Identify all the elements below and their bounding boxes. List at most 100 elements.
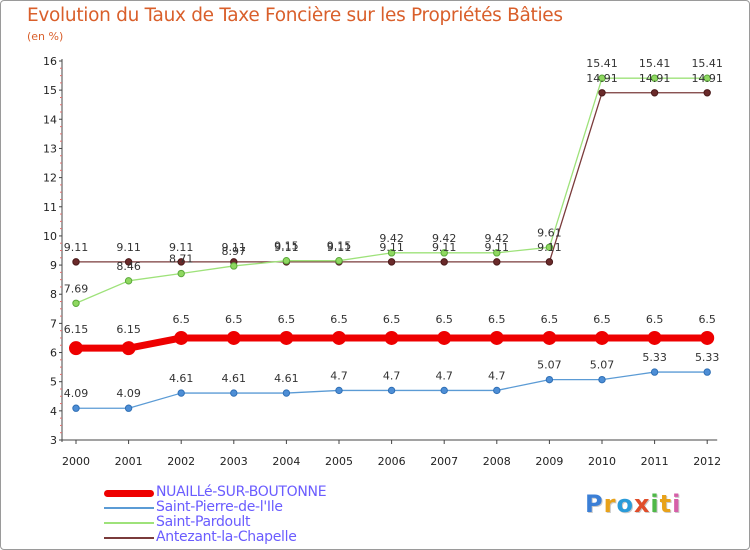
proxiti-logo: Proxiti (585, 490, 682, 518)
data-point (650, 89, 659, 97)
legend-label: Saint-Pierre-de-l'Ile (156, 499, 283, 515)
data-point (598, 375, 606, 384)
x-tick-label: 2005 (325, 455, 353, 468)
data-point (703, 74, 711, 82)
data-label: 4.61 (222, 372, 247, 385)
data-point (279, 330, 294, 345)
data-label: 6.5 (383, 313, 401, 326)
legend-swatch (104, 489, 154, 497)
data-point (124, 258, 133, 266)
data-point (177, 389, 185, 397)
data-label: 4.7 (435, 369, 453, 382)
data-point (124, 277, 133, 285)
data-label: 4.61 (169, 372, 194, 385)
data-label: 4.61 (274, 372, 299, 385)
y-tick-label: 7 (50, 317, 57, 330)
data-label: 5.33 (695, 351, 720, 364)
data-label: 6.5 (330, 313, 348, 326)
data-label: 9.11 (64, 241, 89, 254)
data-point (493, 258, 501, 266)
series-line-2 (75, 77, 708, 304)
data-label: 4.09 (64, 387, 89, 400)
x-tick-label: 2004 (272, 455, 300, 468)
data-point (703, 89, 711, 97)
data-point (177, 269, 185, 278)
data-label: 9.11 (222, 241, 247, 254)
chart-title: Evolution du Taux de Taxe Foncière sur l… (27, 5, 563, 26)
data-label: 4.7 (330, 369, 348, 382)
data-label: 9.61 (537, 226, 562, 239)
data-label: 9.11 (432, 241, 457, 254)
y-tick-label: 8 (50, 288, 57, 301)
data-label: 15.41 (639, 57, 671, 70)
data-label: 14.91 (639, 72, 671, 85)
data-label: 6.5 (172, 313, 190, 326)
chart-subtitle: (en %) (27, 30, 64, 43)
y-tick-label: 3 (50, 434, 57, 447)
data-point (69, 341, 83, 356)
x-tick-label: 2007 (430, 455, 458, 468)
x-tick-label: 2010 (588, 455, 616, 468)
y-tick-label: 9 (50, 259, 57, 272)
data-point (595, 330, 609, 345)
data-point (493, 249, 501, 257)
data-point (121, 341, 136, 356)
y-tick-label: 15 (43, 84, 57, 97)
data-point (598, 74, 606, 82)
x-tick-label: 2002 (167, 455, 195, 468)
legend-swatch (104, 522, 154, 524)
data-point (230, 389, 238, 397)
data-point (335, 257, 343, 265)
data-label: 6.5 (488, 313, 506, 326)
y-tick-label: 14 (43, 113, 57, 126)
data-point (703, 368, 711, 376)
y-tick-label: 6 (50, 347, 57, 360)
data-label: 6.15 (64, 323, 89, 336)
data-label: 9.42 (379, 232, 404, 245)
data-label: 8.71 (169, 253, 194, 266)
x-tick-label: 2003 (220, 455, 248, 468)
data-label: 9.11 (169, 241, 194, 254)
data-point (440, 249, 448, 257)
y-tick-label: 5 (50, 376, 57, 389)
data-label: 9.15 (327, 240, 352, 253)
data-label: 9.15 (274, 240, 299, 253)
y-tick-label: 10 (43, 230, 57, 243)
legend-label: NUAILLé-SUR-BOUTONNE (156, 484, 327, 500)
data-point (440, 386, 448, 395)
data-label: 14.91 (586, 72, 618, 85)
data-point (230, 262, 238, 270)
data-point (650, 368, 659, 376)
x-tick-label: 2009 (535, 455, 563, 468)
data-point (542, 330, 557, 345)
data-point (493, 386, 501, 395)
data-point (72, 258, 80, 266)
data-label: 5.07 (590, 359, 615, 372)
data-label: 5.07 (537, 359, 562, 372)
data-point (282, 389, 291, 397)
data-point (124, 404, 133, 412)
data-label: 6.5 (541, 313, 559, 326)
legend-swatch (104, 507, 154, 509)
y-tick-label: 12 (43, 172, 57, 185)
x-tick-label: 2006 (378, 455, 406, 468)
data-label: 4.09 (116, 387, 141, 400)
data-label: 9.11 (116, 241, 141, 254)
data-point (387, 386, 396, 395)
data-label: 6.5 (225, 313, 243, 326)
data-point (489, 330, 504, 345)
data-point (282, 257, 291, 265)
data-label: 9.42 (432, 232, 457, 245)
data-label: 9.11 (379, 241, 404, 254)
y-tick-label: 13 (43, 142, 57, 155)
data-label: 15.41 (586, 57, 618, 70)
data-point (647, 330, 662, 345)
data-point (384, 330, 399, 345)
data-label: 6.5 (698, 313, 716, 326)
data-label: 6.5 (435, 313, 453, 326)
data-label: 8.97 (222, 245, 247, 258)
x-tick-label: 2008 (483, 455, 511, 468)
data-label: 7.69 (64, 282, 89, 295)
data-point (387, 249, 396, 257)
